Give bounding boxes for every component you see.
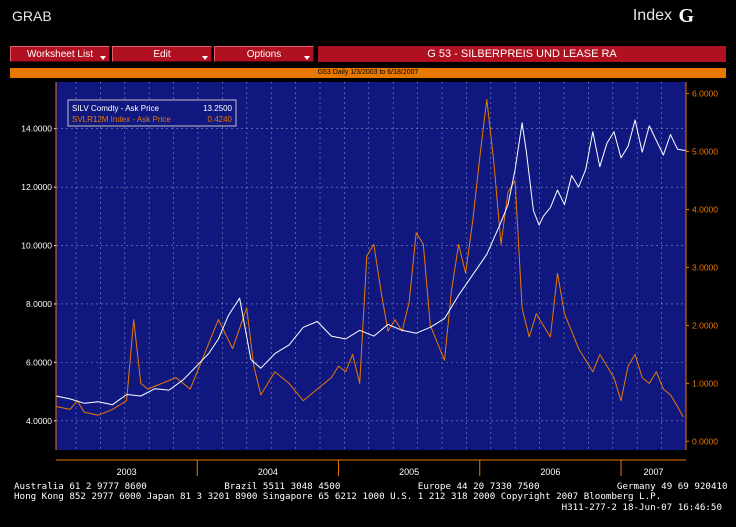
right-tick-label: 3.0000 xyxy=(692,262,718,272)
worksheet-list-label: Worksheet List xyxy=(27,49,93,60)
x-tick-label: 2004 xyxy=(258,467,278,477)
legend-value-silv: 13.2500 xyxy=(203,104,232,113)
options-label: Options xyxy=(246,49,282,60)
left-tick-label: 4.0000 xyxy=(26,416,52,426)
right-tick-label: 1.0000 xyxy=(692,378,718,388)
x-axis: 2003 2004 2005 2006 2007 xyxy=(56,459,686,477)
right-tick-label: 0.0000 xyxy=(692,436,718,446)
price-chart[interactable]: 4.00006.00008.000010.000012.000014.0000 … xyxy=(10,78,726,478)
right-tick-label: 4.0000 xyxy=(692,204,718,214)
footer-timestamp: H311-277-2 18-Jun-07 16:46:50 xyxy=(561,501,722,513)
left-tick-label: 12.0000 xyxy=(21,182,52,192)
options-button[interactable]: Options xyxy=(214,46,314,62)
legend-value-svlr: 0.4240 xyxy=(208,115,233,124)
x-tick-label: 2007 xyxy=(643,467,663,477)
right-tick-label: 5.0000 xyxy=(692,147,718,157)
screen-key: G xyxy=(678,5,694,27)
footer: Australia 61 2 9777 8600 Brazil 5511 304… xyxy=(14,481,728,513)
legend-label-svlr: SVLR12M Index - Ask Price xyxy=(72,115,171,124)
left-tick-label: 6.0000 xyxy=(26,357,52,367)
left-tick-label: 14.0000 xyxy=(21,124,52,134)
legend-label-silv: SILV Comdty - Ask Price xyxy=(72,104,160,113)
series-line-silv xyxy=(55,119,687,406)
edit-label: Edit xyxy=(153,49,171,60)
right-tick-label: 2.0000 xyxy=(692,320,718,330)
x-tick-label: 2005 xyxy=(399,467,419,477)
right-tick-label: 6.0000 xyxy=(692,89,718,99)
left-tick-label: 10.0000 xyxy=(21,241,52,251)
footer-contacts-2: Hong Kong 852 2977 6000 Japan 81 3 3201 … xyxy=(14,491,662,503)
worksheet-list-button[interactable]: Worksheet List xyxy=(10,46,110,62)
dropdown-arrow-icon xyxy=(304,56,310,60)
plot-area xyxy=(56,82,686,450)
grid-lines xyxy=(56,82,686,450)
dropdown-arrow-icon xyxy=(202,56,208,60)
app-name: GRAB xyxy=(12,8,52,24)
legend: SILV Comdty - Ask Price 13.2500 SVLR12M … xyxy=(67,99,237,127)
footer-contacts-1: Australia 61 2 9777 8600 Brazil 5511 304… xyxy=(14,481,728,492)
chart-date-range: G53 Daily 1/3/2003 to 6/18/2007 xyxy=(10,68,726,78)
x-tick-label: 2006 xyxy=(540,467,560,477)
series-layer xyxy=(55,98,687,418)
security-title: G 53 - SILBERPREIS UND LEASE RA xyxy=(318,46,726,62)
x-tick-label: 2003 xyxy=(117,467,137,477)
series-line-svlr xyxy=(55,98,684,418)
legend-box xyxy=(67,99,237,127)
left-axis: 4.0000 6.0000 8.0000 10.0000 12.0000 14.0000 xyxy=(21,124,56,426)
screen-label: Index xyxy=(632,7,672,24)
left-tick-label: 8.0000 xyxy=(26,299,52,309)
dropdown-arrow-icon xyxy=(100,56,106,60)
edit-button[interactable]: Edit xyxy=(112,46,212,62)
